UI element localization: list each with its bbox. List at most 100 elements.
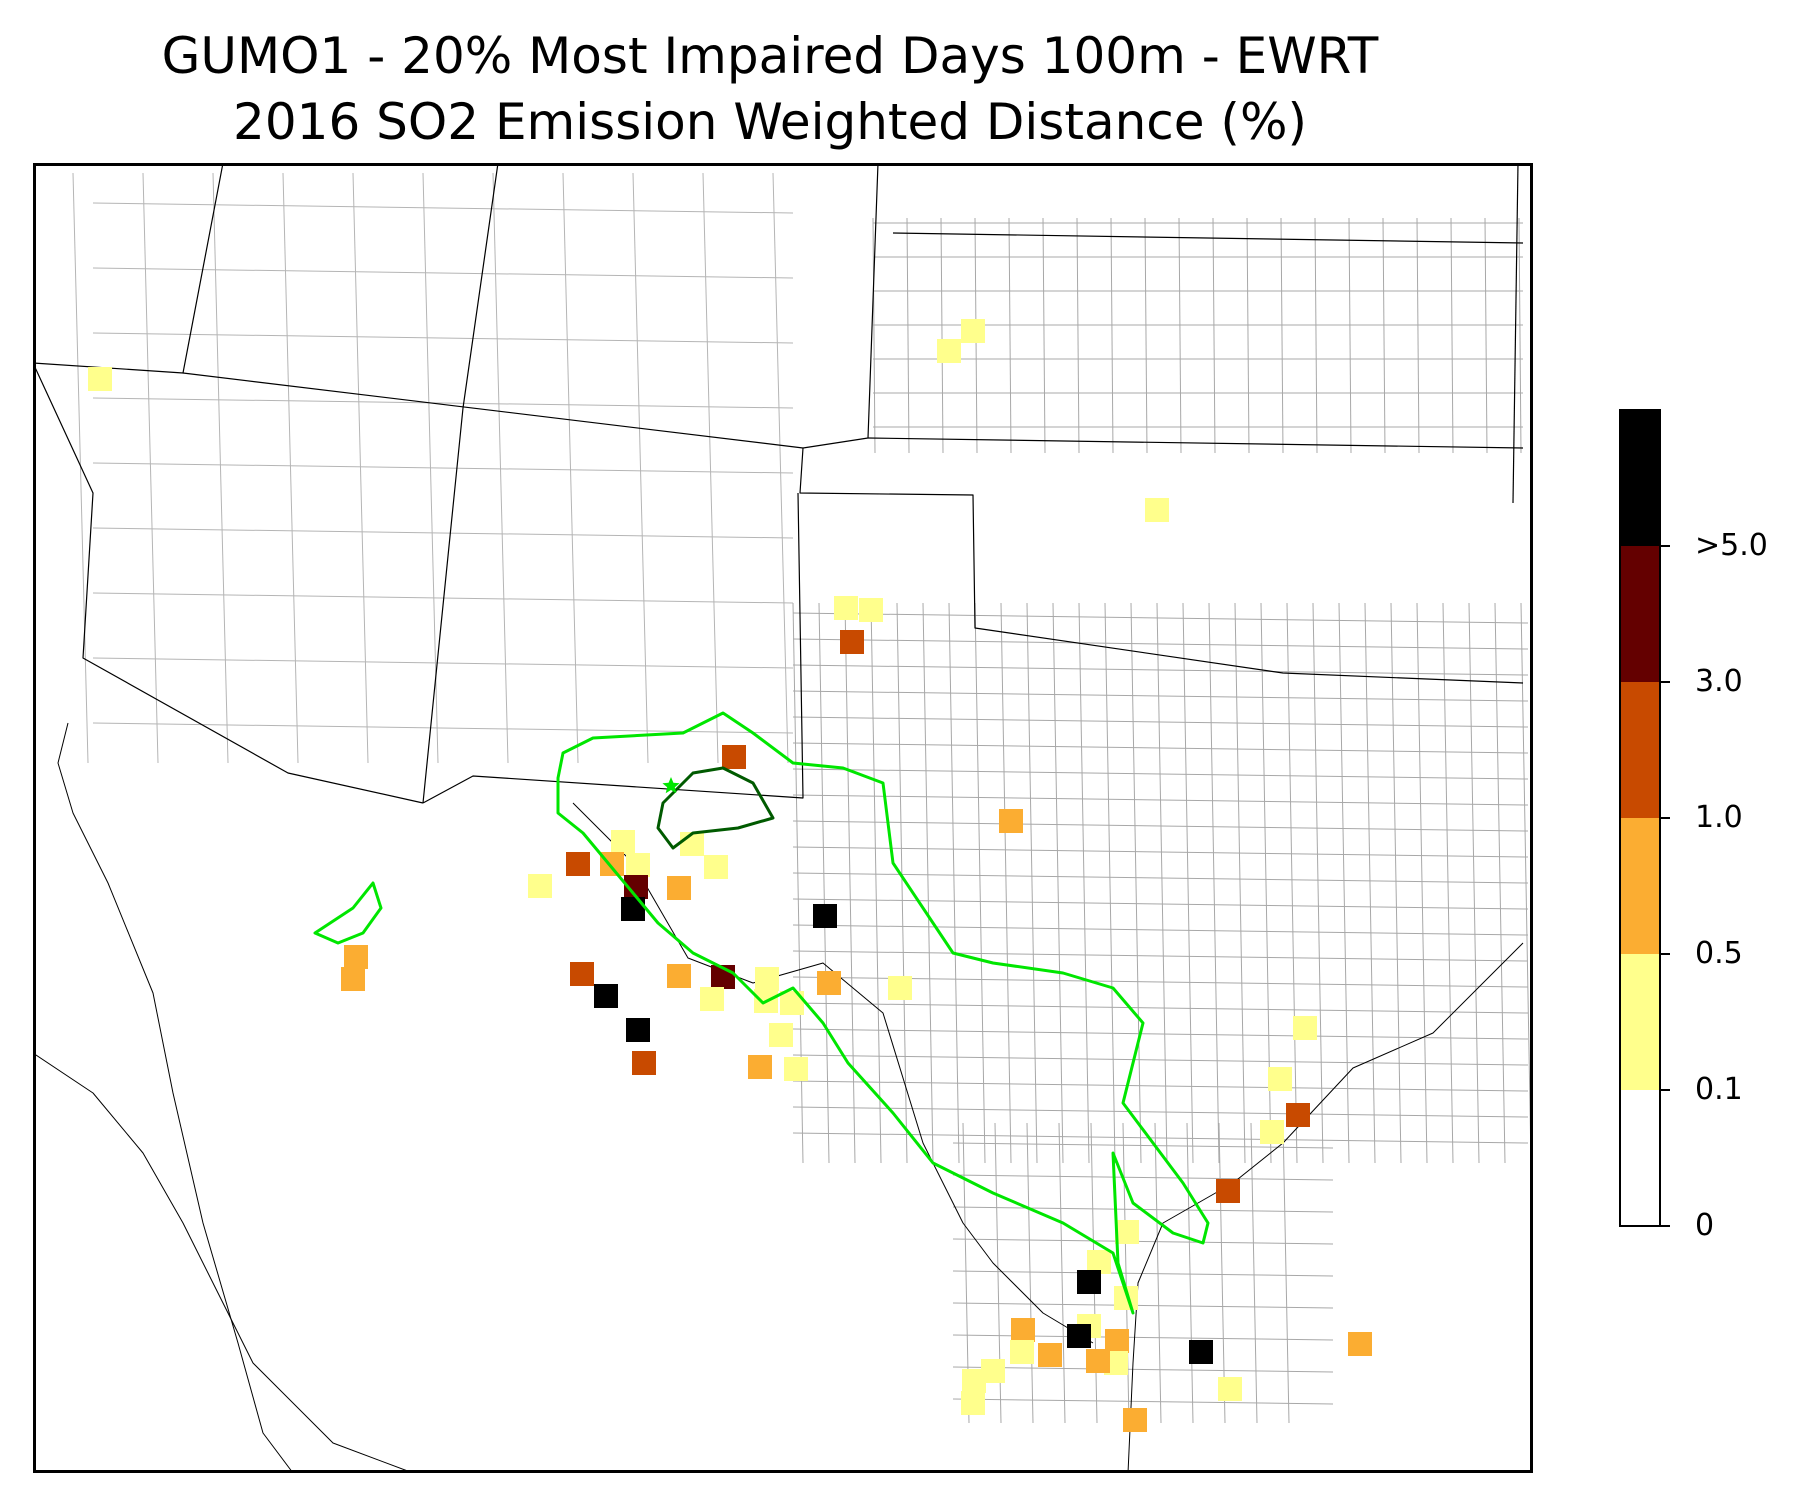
emission-cell <box>722 745 746 769</box>
county-line <box>702 172 719 764</box>
county-line <box>792 1054 1529 1066</box>
county-line <box>922 602 934 1164</box>
county-line <box>792 898 1529 910</box>
colorbar-block <box>1620 1090 1660 1226</box>
receptor-star-icon <box>662 777 680 794</box>
colorbar-tick-label: >5.0 <box>1695 528 1768 563</box>
emission-cell <box>1115 1220 1139 1244</box>
emission-cell <box>755 967 779 991</box>
emission-cell <box>1038 1343 1062 1367</box>
colorbar-block <box>1620 682 1660 818</box>
emission-cell <box>784 1057 808 1081</box>
emission-cells <box>88 319 1372 1432</box>
emission-cell <box>834 596 858 620</box>
emission-cell <box>748 1055 772 1079</box>
county-line <box>792 742 1529 754</box>
county-line <box>792 1106 1529 1118</box>
gulf-california-coast <box>33 1052 414 1473</box>
county-line <box>792 950 1529 962</box>
emission-cell <box>1067 1324 1091 1348</box>
emission-cell <box>632 1051 656 1075</box>
county-line <box>282 172 299 764</box>
county-line <box>792 768 1529 780</box>
emission-cell <box>1010 1340 1034 1364</box>
county-line <box>792 1080 1529 1092</box>
map-panel <box>33 163 1533 1473</box>
emission-cell <box>621 897 645 921</box>
emission-cell <box>962 1369 986 1393</box>
colorbar-tick-label: 0 <box>1695 1208 1715 1243</box>
county-line <box>974 602 986 1164</box>
county-line <box>92 592 794 604</box>
county-line <box>792 976 1529 988</box>
county-line <box>1026 1122 1034 1424</box>
county-line <box>1026 602 1038 1164</box>
county-line <box>792 638 1529 650</box>
state-line <box>867 437 1524 449</box>
emission-cell <box>667 876 691 900</box>
county-line <box>952 1366 1334 1373</box>
emission-cell <box>570 962 594 986</box>
county-line <box>1058 1122 1066 1424</box>
county-line <box>792 872 1529 884</box>
county-line <box>92 202 794 214</box>
county-line <box>1000 602 1012 1164</box>
county-line <box>1218 1122 1226 1424</box>
county-line <box>1364 602 1376 1164</box>
colorbar-tick-label: 1.0 <box>1695 800 1743 835</box>
emission-cell <box>1268 1067 1292 1091</box>
outer-contour <box>556 711 1210 1315</box>
emission-cell <box>961 1391 985 1415</box>
county-line <box>92 527 794 539</box>
county-line <box>818 602 830 1164</box>
colorbar-tick-label: 0.5 <box>1695 936 1743 971</box>
county-line <box>92 267 794 279</box>
emission-cell <box>840 630 864 654</box>
county-line <box>952 1142 1334 1149</box>
county-line <box>212 172 229 764</box>
emission-cell <box>1123 1408 1147 1432</box>
state-line <box>799 447 1524 684</box>
state-line <box>182 372 804 449</box>
emission-cell <box>1189 1340 1213 1364</box>
emission-cell <box>704 855 728 879</box>
county-line <box>896 602 908 1164</box>
county-line <box>792 846 1529 858</box>
county-line <box>142 172 159 764</box>
county-line <box>1286 602 1298 1164</box>
baja-coast <box>57 722 294 1473</box>
county-line <box>792 690 1529 702</box>
colorbar-block <box>1620 410 1660 546</box>
colorbar-block <box>1620 954 1660 1090</box>
emission-cell <box>1218 1377 1242 1401</box>
county-line <box>952 1174 1334 1181</box>
county-line <box>1468 602 1480 1164</box>
emission-cell <box>1293 1016 1317 1040</box>
county-line <box>92 397 794 409</box>
emission-cell <box>1077 1270 1101 1294</box>
emission-cell <box>999 809 1023 833</box>
county-line <box>1078 602 1090 1164</box>
county-line <box>792 820 1529 832</box>
state-line <box>33 362 424 804</box>
county-line <box>1338 602 1350 1164</box>
emission-cell <box>344 945 368 969</box>
county-line <box>792 1132 1529 1144</box>
map-title-line-1: GUMO1 - 20% Most Impaired Days 100m - EW… <box>161 27 1379 85</box>
county-line <box>792 612 1529 624</box>
county-line <box>72 172 89 764</box>
emission-cell <box>817 971 841 995</box>
emission-cell <box>859 598 883 622</box>
county-line <box>792 716 1529 728</box>
emission-cell <box>611 830 635 854</box>
emission-cell <box>888 976 912 1000</box>
county-line <box>792 1028 1529 1040</box>
emission-cell <box>1086 1349 1110 1373</box>
emission-cell <box>961 319 985 343</box>
emission-cell <box>341 967 365 991</box>
county-line <box>952 1302 1334 1309</box>
county-line <box>92 462 794 474</box>
emission-cell <box>626 1018 650 1042</box>
county-line <box>948 602 960 1164</box>
emission-cell <box>626 853 650 877</box>
